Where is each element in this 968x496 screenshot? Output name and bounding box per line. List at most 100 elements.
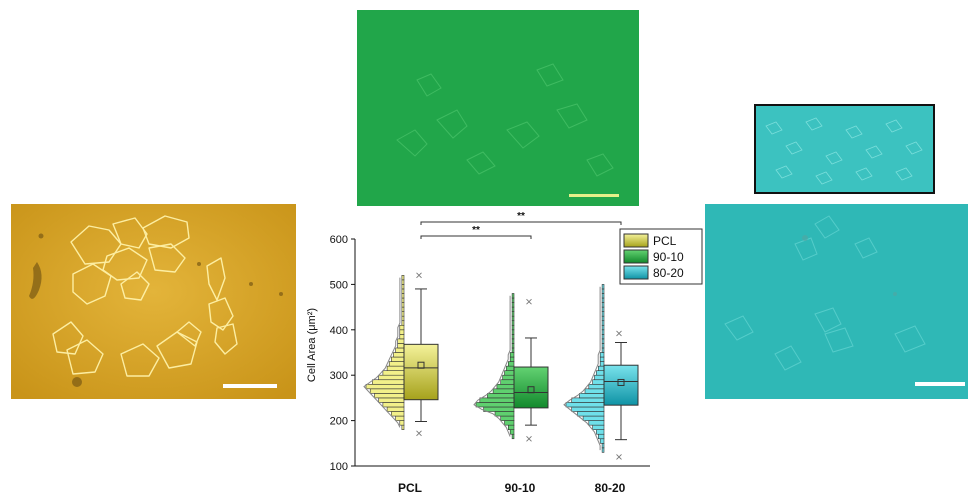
histogram-bar — [386, 406, 405, 412]
cell-outline — [120, 271, 150, 301]
histogram-bar — [601, 311, 605, 317]
histogram-bar — [594, 374, 605, 381]
histogram-bar — [401, 297, 405, 303]
cell-outline — [142, 215, 190, 249]
distribution-curve — [473, 295, 511, 437]
histogram-bar — [511, 306, 515, 312]
histogram-bar — [596, 429, 605, 435]
histogram-bar — [599, 438, 605, 444]
histogram-bar — [401, 279, 405, 285]
x-tick-label: PCL — [398, 481, 422, 495]
debris — [802, 235, 897, 296]
micrograph-90-10 — [357, 10, 639, 206]
histogram-bar — [399, 334, 405, 340]
histogram-bar — [391, 411, 405, 417]
histogram-bar — [475, 402, 515, 408]
significance-bracket — [420, 235, 532, 239]
histogram-bar — [500, 415, 515, 421]
y-tick-label: 100 — [330, 461, 348, 473]
outlier-marker — [616, 330, 622, 337]
histogram-bar — [592, 379, 605, 385]
histogram-bar — [571, 406, 605, 412]
histogram-bar — [496, 383, 515, 390]
histogram-bar — [504, 420, 515, 426]
histogram-bar — [601, 443, 605, 449]
histogram-bar — [492, 388, 515, 394]
histogram-bar — [378, 374, 405, 381]
histogram-bar — [511, 334, 515, 340]
histogram-bar — [388, 361, 405, 367]
significance-bracket — [420, 221, 622, 225]
histogram-bar — [401, 302, 405, 308]
y-axis-label: Cell Area (μm²) — [306, 308, 318, 382]
histogram-bar — [577, 411, 605, 417]
box — [403, 343, 439, 401]
cell-outline — [814, 307, 842, 333]
micrograph-background — [11, 204, 296, 399]
cell-outline — [556, 103, 588, 129]
histogram-bar — [601, 288, 605, 294]
y-tick-label: 600 — [330, 234, 348, 246]
cell-outline — [586, 153, 614, 177]
scale-bar — [569, 194, 619, 197]
histogram-bar — [401, 311, 405, 317]
histogram-bar — [511, 343, 515, 349]
histogram-bar — [500, 379, 515, 385]
histogram-bar — [369, 388, 405, 394]
cell-outline — [214, 323, 238, 355]
histogram-bar — [601, 306, 605, 312]
histogram-bar — [511, 311, 515, 317]
distribution-curve — [363, 277, 401, 428]
y-tick-label: 500 — [330, 279, 348, 291]
histogram-bar — [511, 320, 515, 326]
cell-outline — [536, 63, 564, 87]
histogram-bar — [395, 347, 405, 353]
cell-outline — [466, 151, 496, 175]
histogram-bar — [601, 329, 605, 335]
histogram-bar — [509, 429, 515, 435]
x-tick-label: 90-10 — [505, 481, 536, 495]
cell-outline — [176, 321, 202, 347]
histogram-bar — [397, 338, 405, 344]
scale-bar — [915, 382, 965, 386]
histogram-bar — [592, 424, 605, 430]
cell-outline — [436, 109, 468, 139]
histogram-bar — [509, 352, 515, 358]
cell-outline — [66, 339, 104, 375]
histogram-bar — [601, 334, 605, 340]
histogram-bar — [391, 356, 405, 362]
histogram-bar — [582, 415, 605, 421]
histogram-bar — [578, 393, 605, 399]
x-tick-label: 80-20 — [595, 481, 626, 495]
histogram-bar — [601, 284, 605, 290]
cell-outline — [854, 237, 878, 259]
histogram-bar — [509, 356, 515, 362]
histogram-bar — [487, 393, 515, 399]
mean-marker — [417, 361, 425, 369]
legend-swatch — [623, 265, 649, 280]
cell-outline — [814, 215, 840, 239]
histogram-bar — [511, 297, 515, 303]
histogram-bar — [511, 329, 515, 335]
histogram-bar — [601, 324, 605, 331]
cell-outline — [148, 243, 186, 273]
cell-outline — [774, 345, 802, 371]
histogram-bar — [588, 420, 605, 426]
cell-outline — [416, 73, 442, 97]
histogram-bar — [378, 397, 405, 403]
histogram-bar — [599, 361, 605, 367]
histogram-bar — [395, 415, 405, 421]
outlier-marker — [526, 298, 532, 305]
histogram-bar — [401, 293, 405, 299]
cell-outline — [824, 327, 854, 353]
significance-label: ** — [517, 211, 525, 222]
histogram-bar — [511, 338, 515, 344]
histogram-bar — [584, 388, 605, 394]
outlier-marker — [416, 272, 422, 279]
histogram-bar — [511, 315, 515, 322]
legend-swatch — [623, 233, 649, 248]
histogram-bar — [511, 347, 515, 353]
histogram-bar — [511, 293, 515, 299]
histogram-bar — [601, 297, 605, 303]
cell-outline — [396, 129, 428, 157]
